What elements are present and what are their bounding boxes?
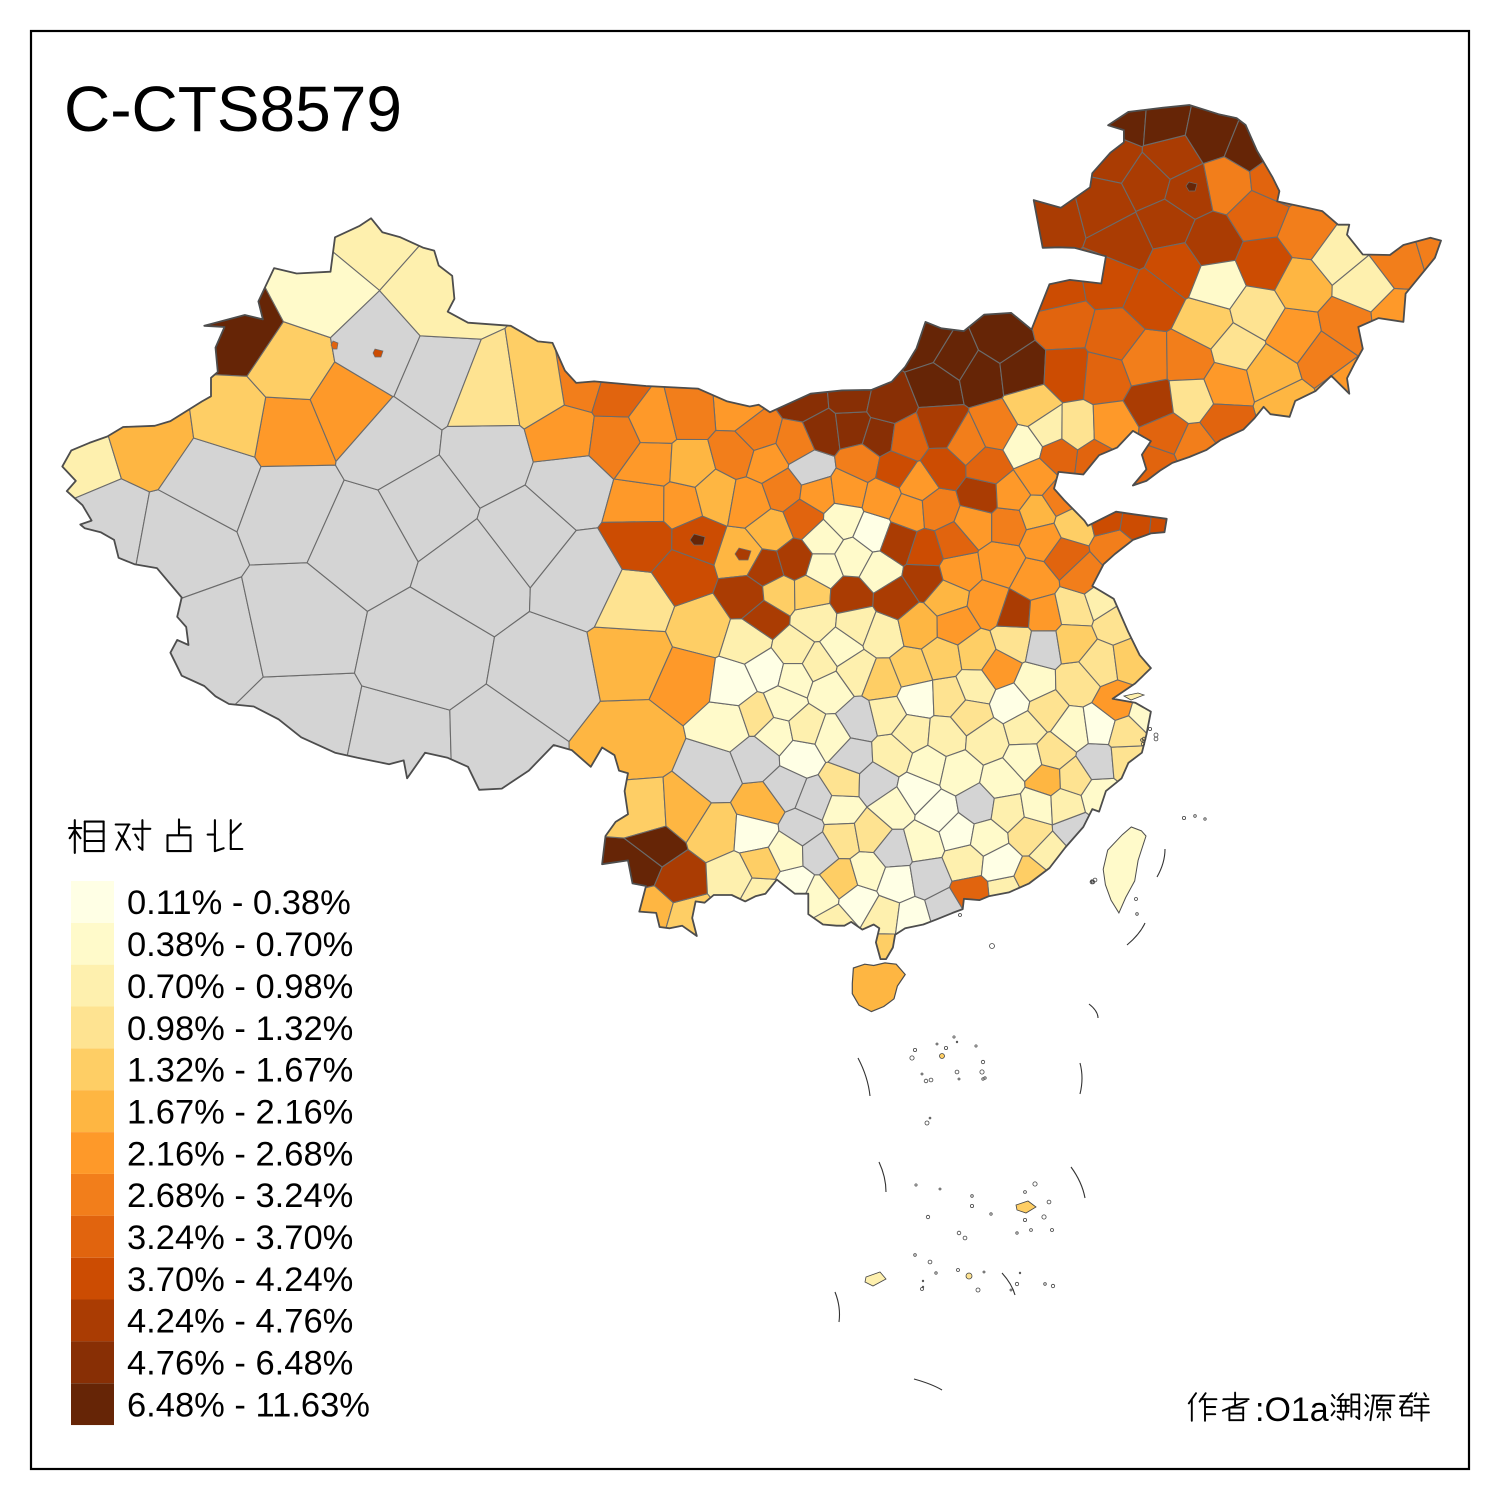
svg-text:1.67% - 2.16%: 1.67% - 2.16% [127, 1094, 353, 1132]
svg-text::O1a: :O1a [1255, 1391, 1329, 1429]
svg-text:6.48% - 11.63%: 6.48% - 11.63% [127, 1386, 370, 1424]
svg-text:0.70% - 0.98%: 0.70% - 0.98% [127, 968, 353, 1006]
svg-text:0.11% - 0.38%: 0.11% - 0.38% [127, 884, 351, 922]
svg-text:C-CTS8579: C-CTS8579 [64, 73, 402, 145]
svg-text:3.24% - 3.70%: 3.24% - 3.70% [127, 1219, 353, 1257]
svg-text:4.24% - 4.76%: 4.24% - 4.76% [127, 1303, 353, 1341]
svg-text:3.70% - 4.24%: 3.70% - 4.24% [127, 1261, 353, 1299]
svg-text:4.76% - 6.48%: 4.76% - 6.48% [127, 1345, 353, 1383]
svg-text:0.38% - 0.70%: 0.38% - 0.70% [127, 926, 353, 964]
svg-text:0.98% - 1.32%: 0.98% - 1.32% [127, 1010, 353, 1048]
svg-text:2.16% - 2.68%: 2.16% - 2.68% [127, 1135, 353, 1173]
svg-text:2.68% - 3.24%: 2.68% - 3.24% [127, 1177, 353, 1215]
svg-text:1.32% - 1.67%: 1.32% - 1.67% [127, 1052, 353, 1090]
